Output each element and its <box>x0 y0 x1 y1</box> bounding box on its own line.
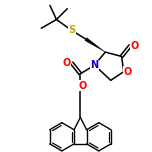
Text: S: S <box>68 25 75 35</box>
Text: N: N <box>90 60 98 70</box>
Text: O: O <box>78 81 87 91</box>
Text: O: O <box>131 41 139 51</box>
Text: O: O <box>124 67 132 77</box>
Text: O: O <box>62 58 70 68</box>
Polygon shape <box>85 38 105 52</box>
